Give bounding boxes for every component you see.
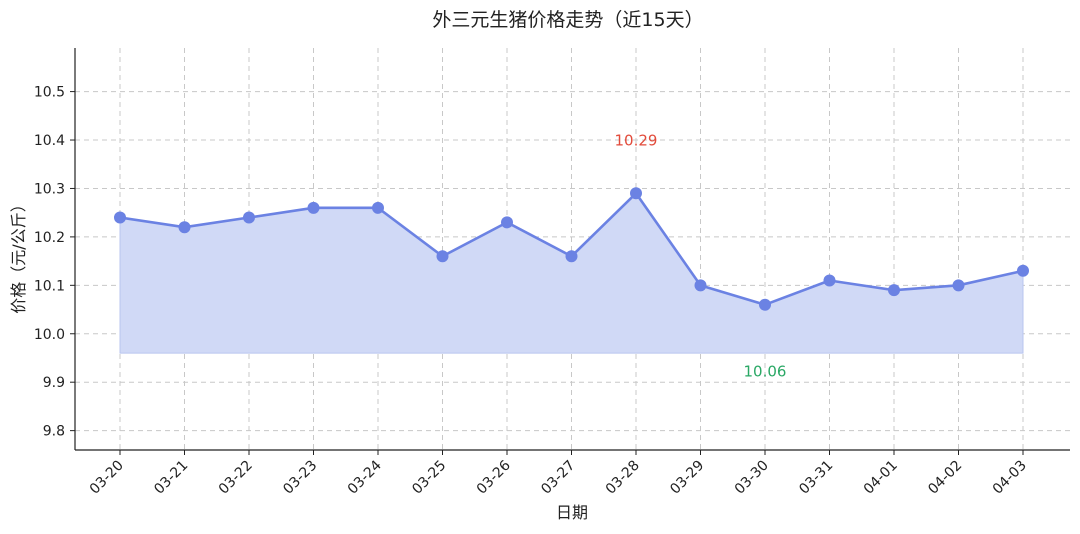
data-point: [759, 298, 771, 311]
x-ticks: 03-20 03-21 03-22 03-23 03-24 03-25 03-26 03-27…: [87, 450, 1030, 498]
x-tick-label: 03-22: [216, 458, 256, 498]
x-tick-label: 04-03: [990, 458, 1030, 498]
x-tick-label: 04-01: [861, 458, 901, 498]
data-point: [178, 221, 191, 234]
annotation-layer: 10.29 10.06: [615, 131, 787, 380]
y-axis-label: 价格（元/公斤）: [9, 196, 28, 313]
x-tick-label: 03-23: [280, 458, 320, 498]
x-tick-label: 03-31: [796, 458, 836, 498]
x-tick-label: 04-02: [925, 458, 965, 498]
x-tick-label: 03-21: [151, 458, 191, 498]
annotation-label: 10.06: [744, 363, 787, 381]
y-tick-label: 10.5: [34, 85, 65, 101]
x-tick-label: 03-24: [345, 457, 385, 497]
series-layer: [114, 187, 1029, 311]
x-tick-label: 03-25: [409, 458, 449, 498]
x-tick-label: 03-30: [732, 458, 772, 498]
y-ticks: 9.8 9.9 10.0 10.1 10.2 10.3 10.4 10.5: [34, 85, 75, 440]
data-point: [952, 279, 965, 292]
data-point: [243, 211, 255, 224]
y-tick-label: 10.1: [34, 278, 65, 294]
annotation-label: 10.29: [615, 131, 658, 149]
data-point: [307, 201, 320, 214]
y-tick-label: 10.4: [34, 133, 65, 149]
y-tick-label: 10.2: [34, 230, 65, 246]
data-point: [114, 211, 126, 224]
x-tick-label: 03-27: [538, 458, 578, 498]
axes: [74, 48, 1070, 451]
x-tick-label: 03-28: [603, 458, 643, 498]
data-point: [565, 250, 578, 263]
chart-title: 外三元生猪价格走势（近15天）: [432, 9, 703, 31]
data-point: [436, 250, 449, 263]
x-tick-label: 03-29: [667, 458, 707, 498]
y-tick-label: 10.0: [34, 327, 65, 343]
x-tick-label: 03-20: [87, 458, 127, 498]
data-point: [630, 187, 642, 200]
x-tick-label: 03-26: [474, 457, 514, 497]
y-tick-label: 9.9: [43, 375, 65, 391]
data-point: [888, 284, 900, 297]
y-tick-label: 10.3: [34, 181, 65, 197]
data-point: [372, 201, 384, 214]
data-point: [1017, 264, 1029, 277]
x-axis-label: 日期: [556, 503, 588, 522]
data-point: [823, 274, 836, 287]
data-point: [501, 216, 513, 229]
data-point: [694, 279, 707, 292]
y-tick-label: 9.8: [43, 424, 65, 440]
